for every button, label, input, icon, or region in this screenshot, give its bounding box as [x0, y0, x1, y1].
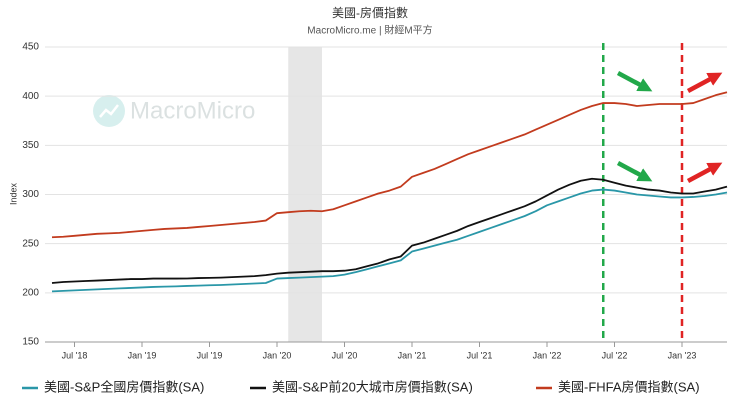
- x-tick-label: Jul '19: [197, 350, 223, 360]
- x-tick-label: Jan '19: [128, 350, 157, 360]
- arrow: [686, 162, 723, 183]
- y-tick-label: 200: [22, 287, 39, 298]
- arrow: [616, 161, 653, 182]
- watermark-text: MacroMicro: [130, 97, 255, 124]
- x-tick-label: Jul '18: [62, 350, 88, 360]
- legend-label: 美國-FHFA房價指數(SA): [558, 379, 700, 394]
- x-tick-label: Jul '22: [602, 350, 628, 360]
- y-tick-label: 150: [22, 337, 39, 348]
- plot: 150 200 250 300 350 400 450 Jul '18 Jan '19 Jul '…: [22, 42, 728, 360]
- series-line: [51, 91, 728, 239]
- legend-label: 美國-S&P前20大城市房價指數(SA): [272, 379, 473, 394]
- chart-title: 美國-房價指數: [332, 5, 408, 20]
- x-tick-label: Jan '21: [398, 350, 427, 360]
- y-tick-label: 450: [22, 42, 39, 53]
- y-tick-label: 350: [22, 140, 39, 151]
- chart-subtitle: MacroMicro.me | 財經M平方: [307, 24, 432, 37]
- series-line: [51, 188, 728, 293]
- legend: 美國-S&P全國房價指數(SA) 美國-S&P前20大城市房價指數(SA) 美國-F…: [22, 379, 700, 394]
- y-tick-label: 250: [22, 238, 39, 249]
- legend-label: 美國-S&P全國房價指數(SA): [44, 379, 204, 394]
- y-tick-label: 400: [22, 91, 39, 102]
- x-tick-label: Jan '23: [668, 350, 697, 360]
- y-tick-label: 300: [22, 189, 39, 200]
- y-axis-label: Index: [8, 182, 18, 205]
- arrow: [616, 71, 653, 92]
- arrow: [686, 72, 723, 93]
- x-tick-label: Jul '21: [467, 350, 493, 360]
- x-tick-label: Jul '20: [332, 350, 358, 360]
- x-tick-label: Jan '20: [263, 350, 292, 360]
- series-line: [51, 177, 728, 284]
- watermark: MacroMicro: [93, 95, 255, 127]
- x-tick-label: Jan '22: [533, 350, 562, 360]
- arrows: [616, 71, 723, 183]
